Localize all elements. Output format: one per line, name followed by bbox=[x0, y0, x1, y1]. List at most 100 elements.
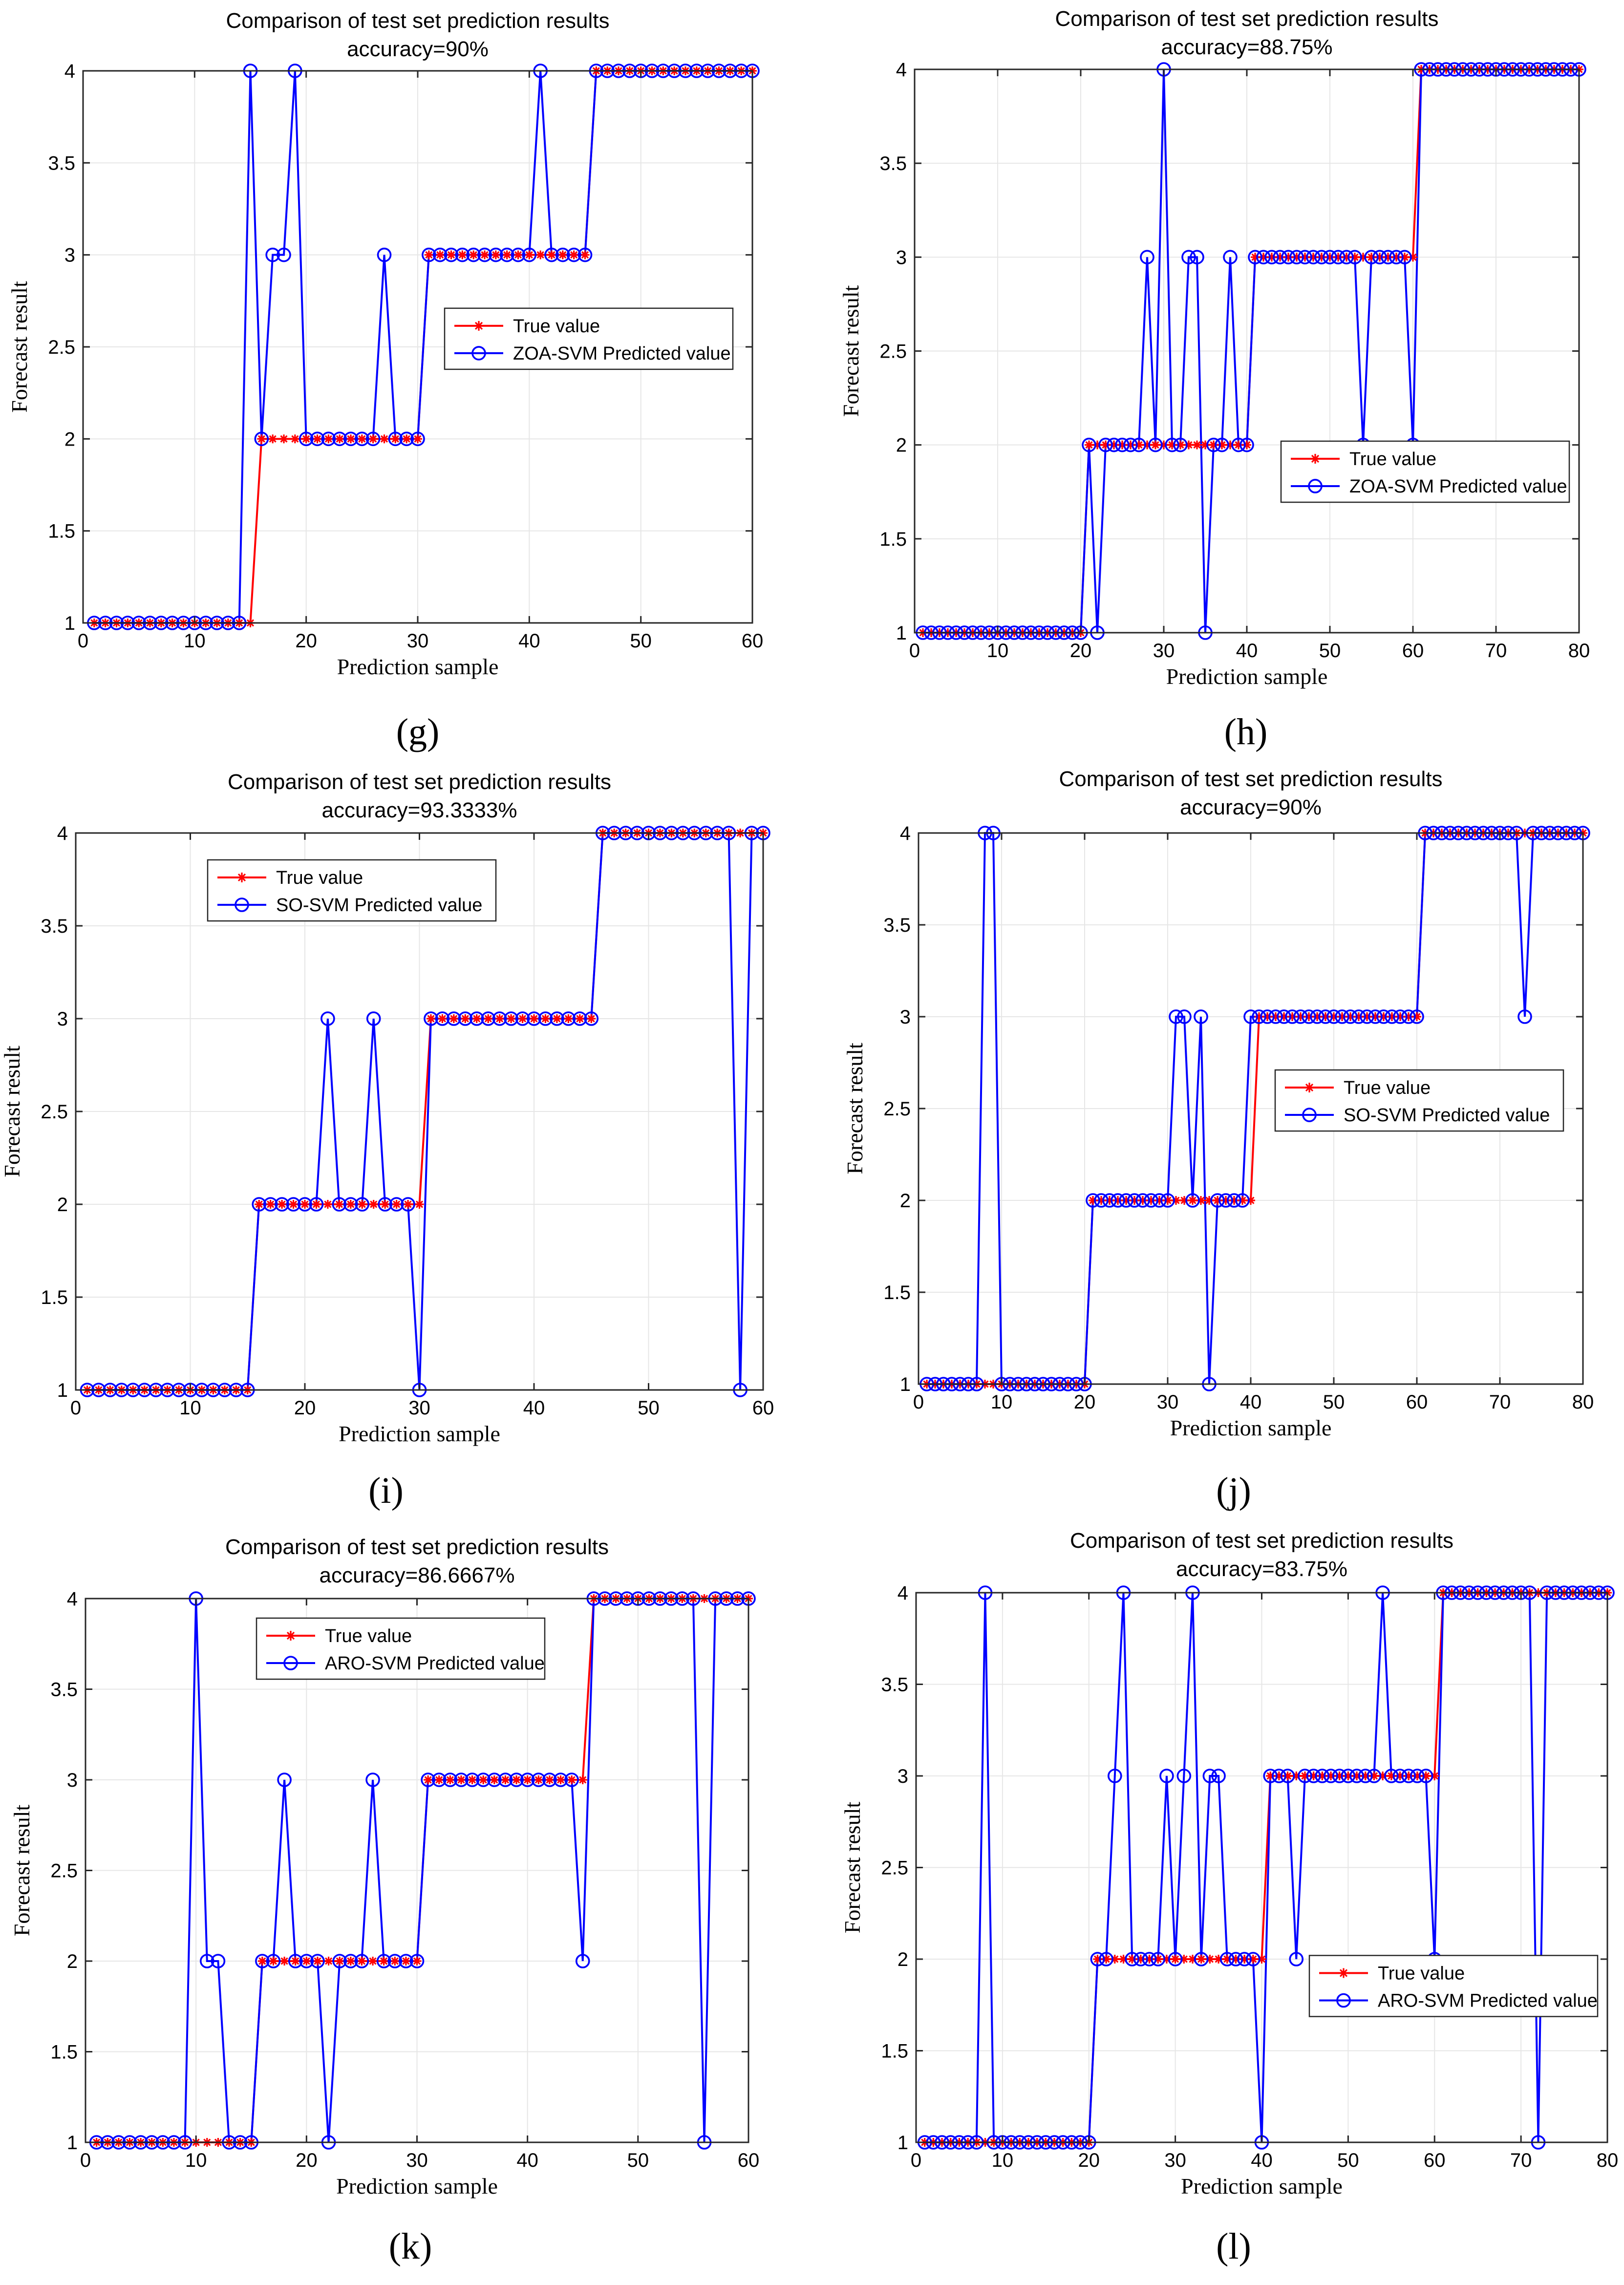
predicted-value-marker bbox=[365, 1772, 380, 1787]
marker-stroke bbox=[1339, 1969, 1348, 1977]
predicted-value-marker bbox=[310, 431, 325, 447]
predicted-value-marker bbox=[1202, 1769, 1218, 1783]
true-value-marker bbox=[290, 434, 299, 444]
predicted-value-marker bbox=[1343, 1009, 1358, 1024]
predicted-value-marker bbox=[1176, 1769, 1192, 1783]
true-value-marker bbox=[324, 434, 333, 444]
predicted-value-marker bbox=[332, 1197, 347, 1212]
legend-pred-marker bbox=[235, 897, 249, 912]
x-tick-label: 30 bbox=[408, 1397, 430, 1419]
true-value-marker bbox=[257, 1957, 267, 1965]
y-axis-label: Forecast result bbox=[840, 1802, 865, 1934]
y-tick-label: 1 bbox=[896, 622, 907, 644]
accuracy-text: accuracy=86.6667% bbox=[319, 1563, 515, 1587]
predicted-value-marker bbox=[1177, 1009, 1192, 1024]
predicted-value-marker bbox=[1293, 1009, 1308, 1024]
predicted-value-marker bbox=[1140, 250, 1154, 265]
legend: True value ZOA-SVM Predicted value bbox=[444, 307, 734, 370]
true-value-marker bbox=[291, 1957, 300, 1965]
panel-label: (j) bbox=[1216, 1470, 1251, 1511]
x-tick-label: 80 bbox=[1597, 2150, 1619, 2171]
true-value-marker bbox=[1085, 440, 1093, 449]
predicted-value-marker bbox=[321, 431, 336, 447]
true-value-marker bbox=[369, 1200, 378, 1209]
predicted-value-marker bbox=[1148, 437, 1163, 452]
predicted-value-marker bbox=[443, 1772, 458, 1787]
predicted-value-marker bbox=[1127, 1193, 1142, 1208]
x-tick-label: 60 bbox=[1424, 2150, 1446, 2171]
x-tick-label: 80 bbox=[1568, 640, 1590, 662]
predicted-value-marker bbox=[1277, 1009, 1291, 1024]
predicted-value-marker bbox=[1360, 1009, 1374, 1024]
legend-pred-marker bbox=[283, 1656, 298, 1670]
y-tick-label: 1.5 bbox=[48, 521, 75, 542]
predicted-value-marker bbox=[1272, 1769, 1286, 1783]
chart-svg: 0 10 20 30 40 50 60 70 80 1 1.5 2 2.5 3 3.5 4 Prediction… bbox=[838, 59, 1590, 689]
x-tick-label: 10 bbox=[987, 640, 1009, 662]
true-value-marker bbox=[402, 434, 411, 444]
chart-panel-k: Comparison of test set prediction result… bbox=[9, 1535, 759, 2267]
x-axis-label: Prediction sample bbox=[336, 2174, 498, 2199]
x-axis-label: Prediction sample bbox=[1166, 664, 1328, 689]
predicted-value-marker bbox=[1263, 1769, 1278, 1783]
marker-stroke bbox=[518, 1015, 527, 1023]
marker-stroke bbox=[358, 1200, 366, 1208]
predicted-value-marker bbox=[1339, 250, 1354, 265]
y-tick-label: 1 bbox=[57, 1380, 68, 1401]
predicted-value-marker bbox=[388, 431, 403, 447]
predicted-value-marker bbox=[1264, 250, 1279, 265]
predicted-value-marker bbox=[255, 1954, 270, 1968]
true-value-marker bbox=[279, 434, 288, 444]
predicted-value-marker bbox=[1384, 1769, 1399, 1783]
true-value-marker bbox=[547, 250, 556, 259]
true-value-marker bbox=[490, 1775, 499, 1784]
legend-box bbox=[1274, 1069, 1564, 1132]
marker-stroke bbox=[457, 1776, 465, 1784]
x-tick-label: 10 bbox=[179, 1397, 201, 1419]
true-value-marker bbox=[545, 1775, 554, 1784]
x-tick-label: 20 bbox=[1074, 1391, 1096, 1413]
predicted-value-marker bbox=[1168, 1952, 1183, 1966]
predicted-value-marker bbox=[1173, 437, 1188, 452]
true-value-marker bbox=[447, 250, 456, 259]
marker-stroke bbox=[548, 251, 556, 259]
accuracy-text: accuracy=90% bbox=[1180, 795, 1322, 819]
true-value-marker bbox=[268, 434, 278, 444]
predicted-value-marker bbox=[199, 1954, 214, 1968]
predicted-value-marker bbox=[1298, 250, 1312, 265]
marker-stroke bbox=[564, 1015, 572, 1023]
predicted-value-marker bbox=[1094, 1193, 1109, 1208]
predicted-value-marker bbox=[1318, 1009, 1333, 1024]
predicted-value-marker bbox=[477, 247, 492, 262]
predicted-value-marker bbox=[399, 1954, 413, 1968]
marker-stroke bbox=[470, 251, 477, 259]
predicted-value-marker bbox=[387, 1954, 403, 1968]
true-value-marker bbox=[567, 1775, 577, 1784]
true-value-marker bbox=[266, 1200, 275, 1209]
true-value-marker bbox=[484, 1014, 493, 1023]
true-value-marker bbox=[1188, 1196, 1197, 1205]
true-value-marker bbox=[426, 1014, 435, 1023]
x-tick-label: 30 bbox=[407, 630, 429, 652]
marker-stroke bbox=[267, 1200, 275, 1208]
y-tick-label: 4 bbox=[64, 61, 75, 82]
chart-panel-i: Comparison of test set prediction result… bbox=[0, 0, 812, 1519]
x-tick-label: 60 bbox=[1406, 1391, 1428, 1413]
predicted-value-marker bbox=[553, 1772, 568, 1787]
marker-stroke bbox=[269, 435, 277, 443]
predicted-value-marker bbox=[1397, 250, 1412, 265]
predicted-value-marker bbox=[1401, 1009, 1416, 1024]
true-value-marker bbox=[468, 1775, 477, 1784]
predicted-value-marker bbox=[399, 431, 414, 447]
predicted-value-marker bbox=[1376, 1009, 1391, 1024]
marker-stroke bbox=[587, 1015, 595, 1023]
y-axis-label: Forecast result bbox=[0, 1046, 24, 1177]
predicted-value-marker bbox=[1119, 1193, 1133, 1208]
predicted-value-marker bbox=[286, 1197, 301, 1212]
predicted-value-marker bbox=[504, 1011, 518, 1026]
marker-stroke bbox=[1193, 441, 1201, 449]
predicted-value-marker bbox=[376, 1954, 391, 1968]
predicted-value-marker bbox=[1194, 1952, 1209, 1966]
predicted-value-marker bbox=[1206, 437, 1221, 452]
predicted-value-marker bbox=[310, 1954, 325, 1968]
